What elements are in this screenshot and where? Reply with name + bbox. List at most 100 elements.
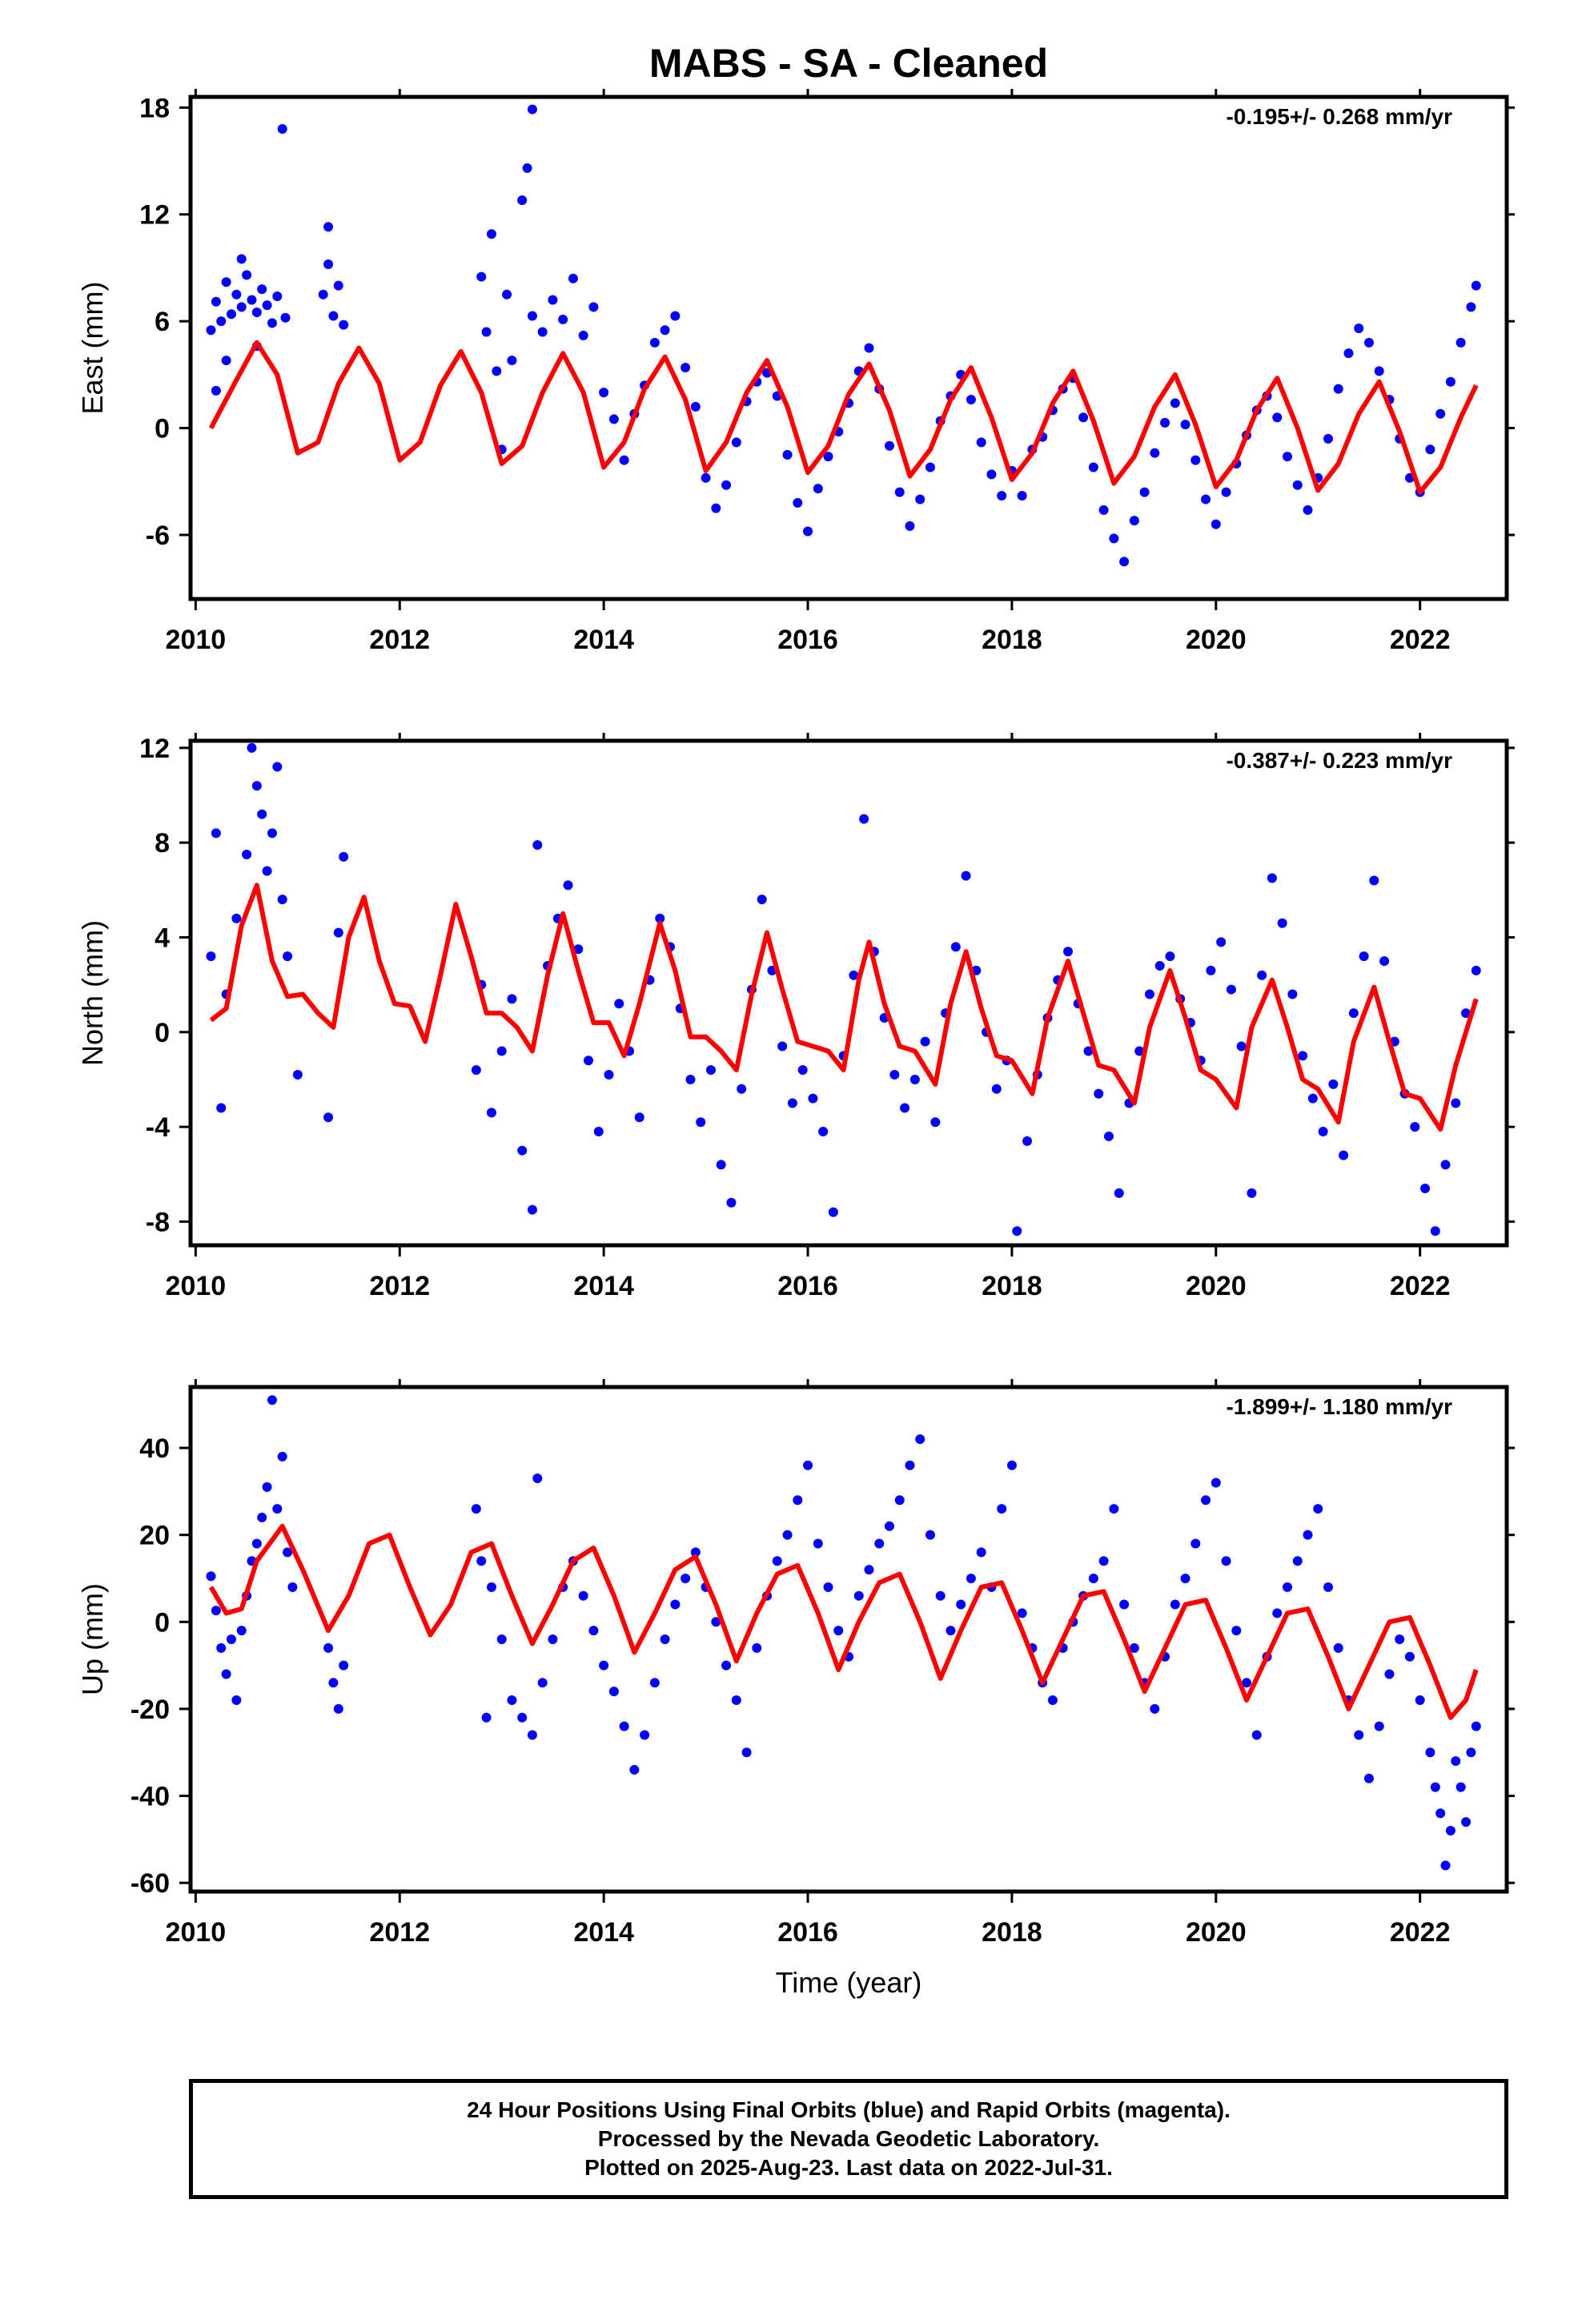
- north-data-point: [1165, 951, 1175, 962]
- north-data-point: [563, 880, 573, 891]
- east-rate-annotation: -0.195+/- 0.268 mm/yr: [1226, 104, 1452, 129]
- east-x-tick-label: 2016: [777, 625, 838, 655]
- north-data-point: [333, 927, 343, 938]
- north-y-axis-label: North (mm): [76, 920, 109, 1066]
- east-data-point: [894, 487, 905, 497]
- up-data-point: [640, 1730, 650, 1740]
- north-data-point: [1339, 1150, 1349, 1160]
- up-data-point: [813, 1538, 823, 1549]
- up-data-point: [853, 1590, 864, 1601]
- east-data-point: [884, 440, 894, 451]
- panel-up: 2010 2012 2014 2016 2018 2020 2022 -60 -40 -20 0 20…: [76, 1379, 1515, 1948]
- east-data-point: [522, 163, 532, 173]
- north-data-point: [1226, 984, 1236, 995]
- north-data-point: [1094, 1088, 1104, 1099]
- north-data-point: [1471, 965, 1481, 975]
- up-frame: [188, 1385, 1509, 1894]
- east-y-tick-label: -6: [146, 521, 170, 551]
- up-data-point: [915, 1434, 926, 1445]
- east-data-point: [318, 289, 328, 300]
- east-data-point: [242, 270, 252, 280]
- east-data-point: [1211, 519, 1221, 529]
- up-data-point: [772, 1556, 782, 1566]
- up-data-point: [257, 1512, 267, 1522]
- east-data-point: [211, 296, 221, 307]
- east-data-point: [323, 222, 334, 232]
- north-data-point: [272, 762, 283, 772]
- up-data-point: [216, 1642, 227, 1653]
- east-data-point: [721, 480, 732, 490]
- up-data-point: [1374, 1721, 1384, 1731]
- east-x-tick-label: 2012: [369, 625, 430, 655]
- up-data-point: [711, 1617, 721, 1627]
- north-x-tick-label: 2018: [982, 1271, 1042, 1301]
- north-x-tick-label: 2022: [1390, 1271, 1451, 1301]
- north-data-point: [1348, 1008, 1359, 1019]
- panel-east: 2010 2012 2014 2016 2018 2020 2022 -6 0 6 12 18 -0.1…: [76, 89, 1515, 655]
- up-data-point: [1006, 1460, 1017, 1470]
- north-data-point: [685, 1074, 696, 1084]
- up-x-tick-label: 2018: [982, 1917, 1042, 1948]
- east-frame: [188, 94, 1509, 601]
- north-data-point: [242, 849, 252, 859]
- north-data-point: [716, 1160, 726, 1170]
- north-data-point: [889, 1070, 900, 1080]
- north-data-point: [655, 913, 665, 923]
- north-data-point: [593, 1127, 604, 1137]
- up-rate-annotation: -1.899+/- 1.180 mm/yr: [1226, 1394, 1452, 1419]
- up-data-point: [1363, 1773, 1374, 1783]
- east-data-point: [280, 312, 291, 323]
- east-y-tick-label: 6: [155, 307, 170, 337]
- up-data-point: [690, 1547, 701, 1558]
- north-data-point: [1298, 1051, 1308, 1061]
- east-data-point: [476, 271, 487, 282]
- up-data-point: [251, 1538, 262, 1549]
- up-data-point: [976, 1547, 986, 1558]
- up-x-tick-label: 2020: [1186, 1917, 1247, 1948]
- up-data-point: [1017, 1608, 1027, 1618]
- up-data-point: [211, 1606, 221, 1616]
- east-data-point: [1088, 462, 1098, 472]
- north-plot-area: [206, 742, 1481, 1236]
- up-data-point: [532, 1474, 543, 1484]
- north-data-point: [1328, 1079, 1339, 1089]
- north-x-tick-label: 2016: [777, 1271, 838, 1301]
- up-y-tick-label: -40: [130, 1782, 170, 1812]
- north-data-point: [507, 994, 517, 1004]
- east-x-tick-label: 2014: [573, 625, 634, 655]
- north-data-point: [950, 942, 961, 952]
- east-data-point: [1303, 505, 1313, 515]
- north-x-tick-label: 2014: [573, 1271, 634, 1301]
- north-y-tick-label: 0: [155, 1018, 170, 1048]
- up-data-point: [1047, 1695, 1058, 1706]
- up-data-point: [1283, 1582, 1292, 1592]
- north-rate-annotation: -0.387+/- 0.223 mm/yr: [1226, 748, 1452, 773]
- east-data-point: [1363, 337, 1374, 348]
- north-data-point: [257, 809, 267, 819]
- east-data-point: [226, 309, 236, 320]
- east-data-point: [731, 437, 741, 448]
- north-data-point: [604, 1070, 614, 1080]
- panel-north: 2010 2012 2014 2016 2018 2020 2022 -8 -4 0 4 8 12 -0.…: [76, 733, 1515, 1301]
- up-data-point: [1471, 1721, 1481, 1731]
- east-data-point: [1425, 444, 1435, 455]
- east-x-tick-label: 2018: [982, 625, 1042, 655]
- east-data-point: [578, 330, 588, 340]
- up-data-point: [1098, 1556, 1109, 1566]
- east-data-point: [1139, 487, 1150, 497]
- north-y-tick-label: 4: [155, 923, 170, 953]
- north-data-point: [1430, 1226, 1440, 1236]
- north-data-point: [1063, 947, 1073, 957]
- north-data-point: [496, 1046, 507, 1056]
- east-x-tick-label: 2022: [1390, 625, 1451, 655]
- east-data-point: [257, 284, 267, 295]
- east-data-point: [568, 273, 578, 283]
- north-data-point: [532, 840, 543, 850]
- east-data-point: [267, 318, 277, 328]
- up-data-point: [599, 1660, 609, 1671]
- north-data-point: [231, 913, 242, 923]
- east-data-point: [793, 497, 803, 508]
- up-data-point: [1404, 1651, 1415, 1662]
- east-data-point: [1160, 417, 1170, 428]
- up-data-point: [1242, 1678, 1252, 1688]
